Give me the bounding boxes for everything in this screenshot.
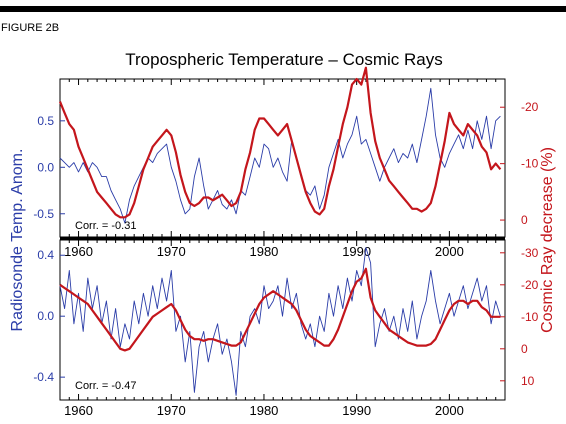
correlation-annotation: Corr. = -0.47: [75, 380, 136, 392]
x-tick-label: 2000: [435, 403, 464, 418]
left-tick-label: 0.5: [37, 114, 54, 128]
cosmic-ray-series-line: [59, 267, 501, 352]
chart-title: Tropospheric Temperature – Cosmic Rays: [125, 50, 442, 69]
left-tick-label: 0.0: [37, 309, 54, 323]
figure-label: FIGURE 2B: [1, 22, 60, 34]
left-tick-label: -0.4: [33, 370, 54, 384]
x-tick-label: 1990: [342, 244, 371, 259]
right-tick-label: 0: [521, 342, 528, 356]
left-tick-label: 0.0: [37, 160, 54, 174]
right-tick-label: -10: [521, 157, 539, 171]
left-tick-label: -0.5: [33, 207, 54, 221]
right-tick-label: 10: [521, 374, 535, 388]
x-tick-label: 1960: [64, 244, 93, 259]
right-tick-label: -30: [521, 246, 539, 260]
temperature-series-line: [59, 87, 501, 224]
x-tick-label: 1970: [157, 403, 186, 418]
right-tick-label: 0: [521, 213, 528, 227]
temperature-series-line: [59, 247, 501, 396]
right-tick-label: -10: [521, 310, 539, 324]
top-rule: [0, 6, 566, 12]
bottom-panel-frame: [59, 239, 506, 401]
x-tick-label: 1980: [249, 403, 278, 418]
right-axis-title: Cosmic Ray decrease (%): [539, 147, 556, 333]
cosmic-ray-series-line: [58, 66, 502, 219]
x-tick-label: 1980: [249, 244, 278, 259]
left-axis-title: Radiosonde Temp. Anom.: [9, 149, 26, 332]
right-tick-label: -20: [521, 278, 539, 292]
correlation-annotation: Corr. = -0.31: [75, 220, 136, 232]
right-tick-label: -20: [521, 100, 539, 114]
left-tick-label: 0.4: [37, 248, 54, 262]
x-tick-label: 1960: [64, 403, 93, 418]
x-tick-label: 1970: [157, 244, 186, 259]
x-tick-label: 1990: [342, 403, 371, 418]
x-tick-label: 2000: [435, 244, 464, 259]
